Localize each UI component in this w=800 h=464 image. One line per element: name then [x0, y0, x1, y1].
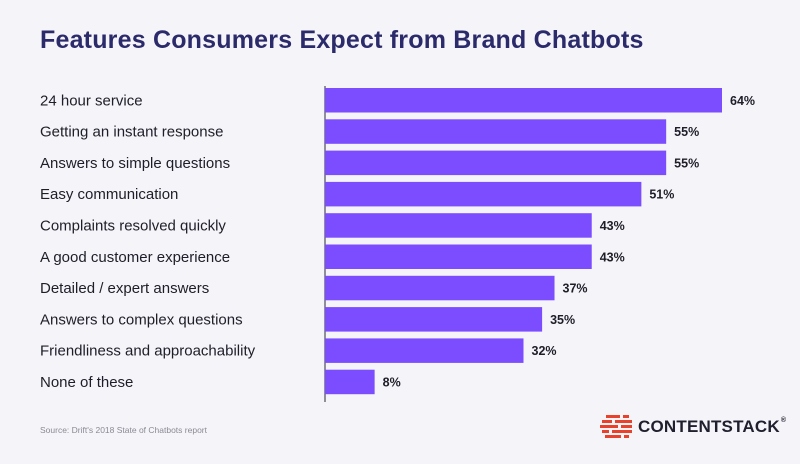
- value-label: 64%: [730, 94, 755, 108]
- chart-title: Features Consumers Expect from Brand Cha…: [40, 26, 644, 54]
- category-label: Friendliness and approachability: [40, 343, 256, 360]
- value-label: 35%: [550, 313, 575, 327]
- value-label: 55%: [674, 125, 699, 139]
- bar: [325, 119, 667, 144]
- value-label: 32%: [532, 344, 557, 358]
- brand-trademark: ®: [780, 417, 787, 424]
- bar: [325, 338, 524, 363]
- category-label: Getting an instant response: [40, 124, 223, 141]
- value-label: 37%: [563, 282, 588, 296]
- value-label: 8%: [383, 375, 401, 389]
- bar: [325, 244, 592, 269]
- bar: [325, 307, 543, 332]
- brand-name-text: CONTENTSTACK: [638, 417, 780, 436]
- source-note: Source: Drift's 2018 State of Chatbots r…: [40, 425, 207, 435]
- category-label: 24 hour service: [40, 92, 143, 109]
- bar: [325, 88, 722, 113]
- brand-logo-block: CONTENTSTACK®: [600, 414, 786, 440]
- category-label: Answers to simple questions: [40, 155, 230, 172]
- value-label: 51%: [649, 188, 674, 202]
- brand-name: CONTENTSTACK®: [638, 417, 786, 437]
- bar: [325, 181, 642, 207]
- value-label: 43%: [600, 219, 625, 233]
- category-label: Easy communication: [40, 186, 178, 203]
- value-label: 43%: [600, 250, 625, 264]
- category-label: None of these: [40, 374, 133, 391]
- bar: [325, 369, 375, 395]
- category-label: A good customer experience: [40, 249, 230, 266]
- category-label: Answers to complex questions: [40, 311, 243, 328]
- category-label: Complaints resolved quickly: [40, 217, 226, 234]
- bar: [325, 213, 592, 238]
- value-label: 55%: [674, 156, 699, 170]
- bars-group: 24 hour service 64% Getting an instant res…: [40, 88, 755, 395]
- bar: [325, 150, 667, 176]
- bar: [325, 275, 555, 301]
- category-label: Detailed / expert answers: [40, 280, 209, 297]
- contentstack-logo-icon: [600, 415, 632, 438]
